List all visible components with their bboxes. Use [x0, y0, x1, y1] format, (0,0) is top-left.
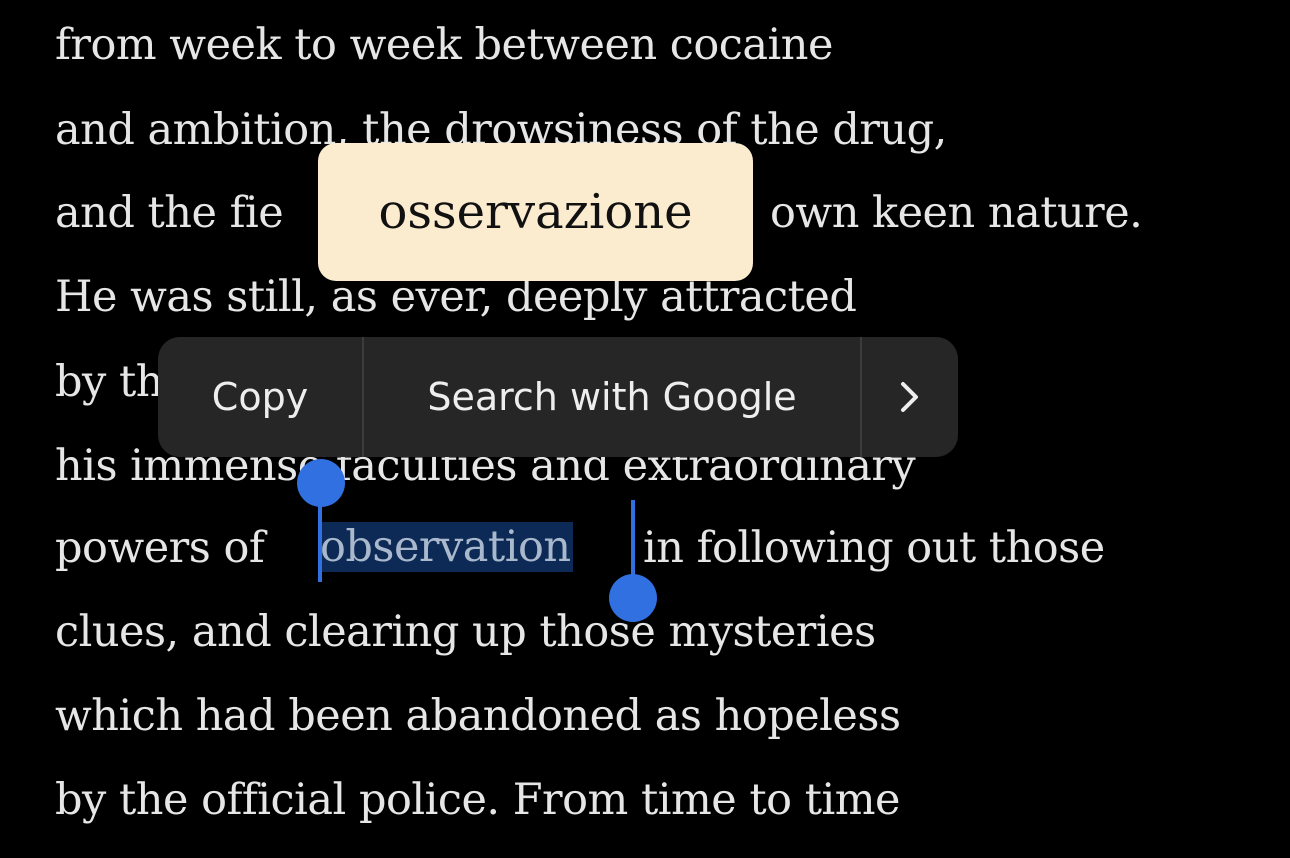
- selected-word[interactable]: observation: [318, 506, 573, 588]
- text-fragment: by th: [55, 357, 163, 407]
- menu-separator: [362, 337, 364, 457]
- text-line: clues, and clearing up those mysteries: [55, 607, 876, 657]
- text-fragment: powers of: [55, 523, 265, 573]
- selection-end-bar: [631, 500, 635, 590]
- text-line: by the official police. From time to tim…: [55, 775, 900, 825]
- text-fragment: in following out those: [643, 523, 1105, 573]
- text-fragment: own keen nature.: [770, 188, 1143, 238]
- context-menu: Copy Search with Google: [158, 337, 958, 457]
- translation-text: osservazione: [378, 184, 693, 240]
- selection-end-handle[interactable]: [609, 574, 657, 622]
- text-line: from week to week between cocaine: [55, 20, 833, 70]
- selection-start-bar: [318, 490, 322, 582]
- text-line: which had been abandoned as hopeless: [55, 691, 901, 741]
- more-button[interactable]: [862, 337, 958, 457]
- text-fragment: and the fie: [55, 188, 284, 238]
- selection-start-handle[interactable]: [297, 459, 345, 507]
- translation-popup: osservazione: [318, 143, 753, 281]
- copy-button[interactable]: Copy: [211, 375, 309, 419]
- chevron-icon: [901, 382, 918, 412]
- menu-separator: [860, 337, 862, 457]
- selection: observation: [318, 522, 573, 572]
- search-button[interactable]: Search with Google: [427, 375, 797, 419]
